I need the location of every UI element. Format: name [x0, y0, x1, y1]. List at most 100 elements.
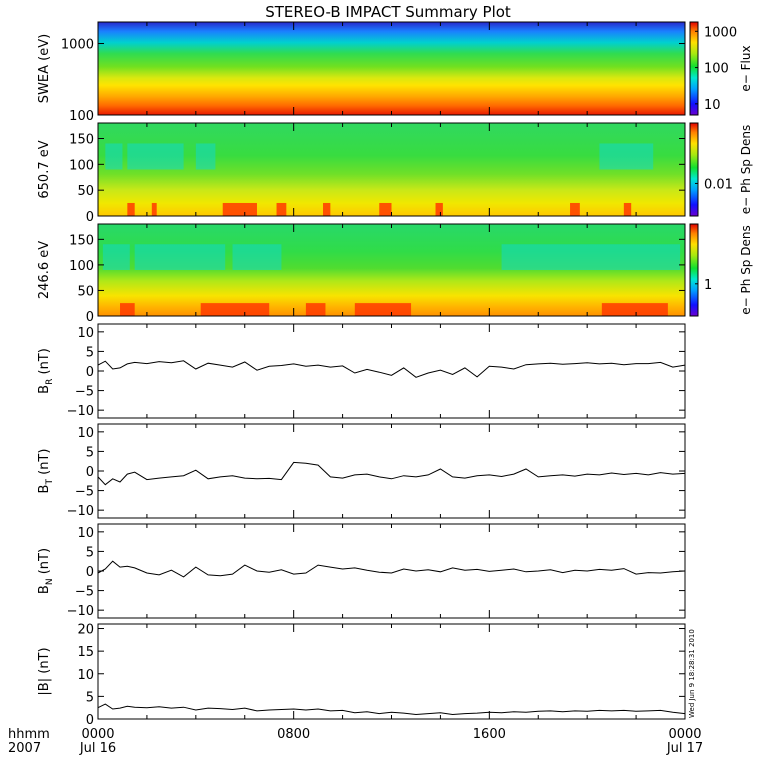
panel-2: 0.01 e− Ph Sp Dens 0 50 100 150 650.7 eV: [37, 122, 753, 225]
panel-4: −10 −5 0 5 10 BR (nT): [37, 323, 686, 419]
y-tick-label: 100: [69, 109, 94, 124]
spectrogram-hot-band: [435, 202, 443, 216]
colorbar-tick-label: 100: [704, 62, 729, 77]
y-tick-label: 0: [86, 210, 94, 225]
x-tick-label: 0000: [81, 727, 114, 742]
colorbar-tick-label: 0.01: [704, 177, 733, 192]
y-tick-label: 0: [86, 365, 94, 380]
spectrogram-cool-band: [501, 244, 681, 270]
colorbar-tick-label: 10: [704, 98, 721, 113]
spectrogram-2: [98, 123, 685, 216]
y-tick-label: 5: [86, 445, 94, 460]
y-tick-label: 15: [77, 645, 94, 660]
plot-frame-5: [97, 423, 686, 519]
series-trace-6: [97, 560, 686, 578]
y-tick-label: 10: [77, 526, 94, 541]
panel-3: 1 e− Ph Sp Dens 0 50 100 150 246.6 eV: [37, 223, 753, 325]
spectrogram-cool-band: [232, 244, 282, 270]
x-tick-label: 0800: [277, 727, 310, 742]
spectrogram-hot-band: [323, 202, 331, 216]
y-tick-label: 100: [69, 259, 94, 274]
spectrogram-hot-band: [601, 303, 668, 316]
spectrogram-hot-band: [354, 303, 412, 316]
y-tick-label: 5: [86, 690, 94, 705]
y-tick-label: −5: [75, 385, 94, 400]
colorbar-tick-label: 1000: [704, 25, 737, 40]
spectrogram-cool-band: [195, 143, 216, 170]
spectrogram-cool-band: [599, 143, 654, 170]
plot-frame-6: [97, 523, 686, 619]
y-tick-label: 20: [77, 623, 94, 638]
y-axis-label-unit: (nT): [37, 348, 52, 378]
y-axis-label-main: |B|: [37, 678, 52, 696]
y-axis-label: BN (nT): [37, 548, 55, 594]
y-tick-label: −10: [67, 504, 94, 519]
colorbar-label: e− Flux: [739, 45, 753, 91]
x-date-label: Jul 16: [79, 741, 116, 756]
y-tick-label: 50: [77, 184, 94, 199]
series-trace-7: [97, 703, 686, 716]
y-tick-label: 0: [86, 565, 94, 580]
spectrogram-hot-band: [151, 202, 157, 216]
spectrogram-hot-band: [379, 202, 392, 216]
y-tick-label: −5: [75, 485, 94, 500]
y-tick-label: 0: [86, 713, 94, 728]
y-tick-label: 10: [77, 326, 94, 341]
y-axis-label-main: B: [37, 585, 52, 594]
spectrogram-hot-band: [222, 202, 257, 216]
y-tick-label: 50: [77, 284, 94, 299]
colorbar-label: e− Ph Sp Dens: [739, 125, 753, 214]
spectrogram-cool-band: [134, 244, 226, 270]
y-axis-label: 246.6 eV: [37, 241, 52, 299]
x-label-hhmm: hhmm: [8, 727, 50, 742]
colorbar-label: e− Ph Sp Dens: [739, 225, 753, 314]
spectrogram-cool-band: [105, 143, 123, 170]
spectrogram-hot-band: [120, 303, 135, 316]
y-axis-label-unit: (nT): [37, 449, 52, 479]
spectrogram-hot-band: [570, 202, 580, 216]
panel-7: 0 5 10 15 20 |B| (nT): [37, 623, 686, 728]
y-tick-label: 100: [69, 158, 94, 173]
colorbar-1: [689, 21, 699, 116]
x-label-year: 2007: [8, 741, 41, 756]
timestamp-stamp: Wed Jun 9 18:28:31 2010: [688, 629, 696, 718]
panel-6: −10 −5 0 5 10 BN (nT): [37, 523, 686, 619]
y-axis-label-sub: N: [45, 578, 55, 585]
plot-title: STEREO-B IMPACT Summary Plot: [265, 3, 511, 21]
y-tick-label: −10: [67, 604, 94, 619]
y-axis-label-sub: T: [45, 479, 55, 486]
spectrogram-hot-band: [276, 202, 287, 216]
plot-frame-4: [97, 323, 686, 419]
y-tick-label: 0: [86, 465, 94, 480]
y-tick-label: 1000: [61, 38, 94, 53]
y-axis-label-main: B: [37, 485, 52, 494]
colorbar-3: [689, 223, 699, 317]
y-axis-label-sub: R: [45, 379, 55, 385]
y-axis-label: SWEA (eV): [37, 34, 52, 103]
series-trace-5: [97, 461, 686, 486]
y-tick-label: 5: [86, 345, 94, 360]
x-tick-label: 0000: [668, 727, 701, 742]
spectrogram-hot-band: [623, 202, 632, 216]
y-axis-label: |B| (nT): [37, 647, 52, 695]
spectrogram-1: [98, 22, 685, 115]
y-tick-label: −5: [75, 585, 94, 600]
y-tick-label: −10: [67, 404, 94, 419]
y-axis-label-unit: (nT): [37, 647, 52, 677]
y-tick-label: 10: [77, 668, 94, 683]
spectrogram-hot-band: [127, 202, 135, 216]
y-tick-label: 0: [86, 310, 94, 325]
y-tick-label: 10: [77, 426, 94, 441]
spectrogram-hot-band: [200, 303, 270, 316]
y-tick-label: 150: [69, 233, 94, 248]
y-tick-label: 5: [86, 545, 94, 560]
y-axis-label: BT (nT): [37, 449, 55, 494]
spectrogram-cool-band: [102, 244, 130, 270]
plot-frame-7: [97, 623, 686, 720]
y-tick-label: 150: [69, 133, 94, 148]
y-axis-label: BR (nT): [37, 348, 55, 394]
